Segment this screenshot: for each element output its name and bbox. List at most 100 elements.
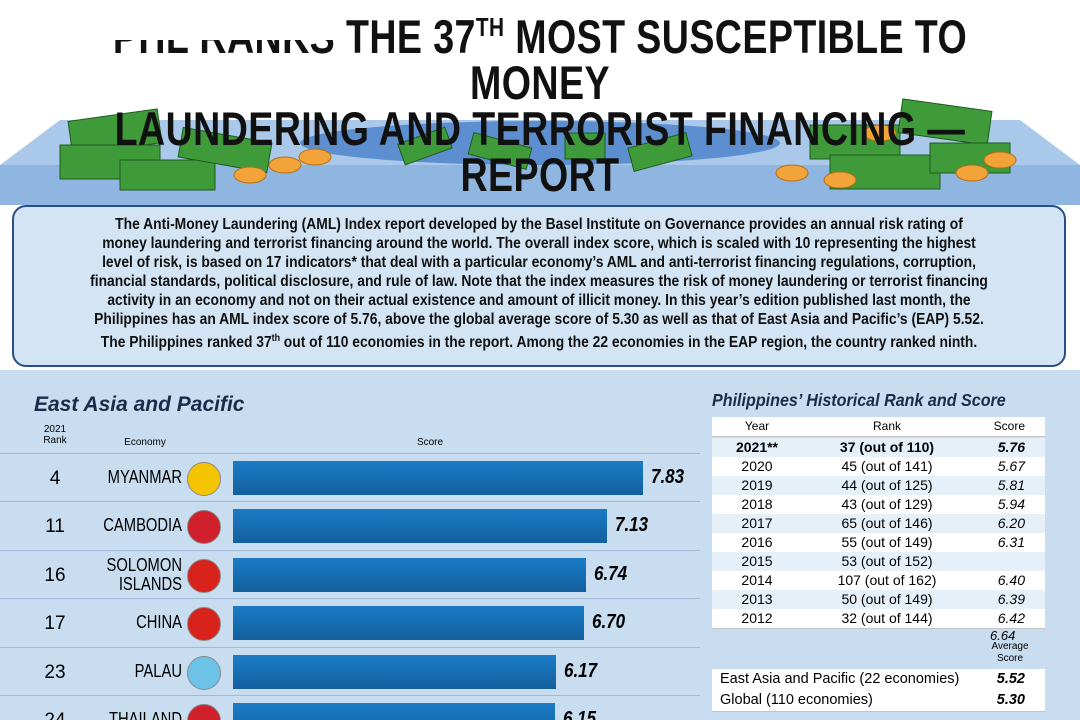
- table-cell: 2020: [741, 458, 773, 474]
- column-header: Rank: [872, 419, 901, 433]
- table-cell: 2012: [741, 610, 773, 626]
- table-cell: 43 (out of 129): [841, 496, 933, 512]
- chart-row: 4 MYANMAR 7.83: [0, 453, 700, 502]
- category-label: CAMBODIA: [103, 515, 182, 536]
- money-illustration: [0, 98, 1080, 205]
- average-score: 5.30: [996, 692, 1025, 708]
- average-label: Global (110 economies): [720, 692, 873, 708]
- value-label: 7.13: [614, 514, 648, 537]
- intro-text: The Philippines ranked 37: [100, 334, 272, 352]
- table-row: 2016 55 (out of 149) 6.31: [712, 533, 1045, 553]
- table-cell: 2017: [741, 515, 773, 531]
- bar: [233, 461, 644, 495]
- flag: [187, 655, 221, 690]
- stray-score: 6.64: [990, 628, 1016, 643]
- table-cell: 6.31: [997, 534, 1025, 550]
- category-label: SOLOMON ISLANDS: [106, 554, 182, 594]
- value-label: 6.15: [563, 708, 597, 720]
- table-row: 2014 107 (out of 162) 6.40: [712, 571, 1045, 591]
- average-header: Average Score: [991, 641, 1029, 664]
- rank-header: 2021 Rank: [43, 424, 67, 446]
- flag: [187, 607, 221, 642]
- category-header: Economy: [124, 437, 166, 448]
- average-label: East Asia and Pacific (22 economies): [720, 671, 960, 687]
- table-cell: 6.20: [997, 515, 1025, 531]
- rank: 23: [44, 661, 66, 683]
- table-cell: 2013: [741, 591, 773, 607]
- intro-text: The Anti-Money Laundering (AML) Index re…: [31, 215, 1048, 352]
- title-text: LAUNDERING AND TERRORIST FINANCING — REP…: [114, 102, 966, 201]
- intro-line: money laundering and terrorist financing…: [102, 235, 976, 252]
- table-row: 2020 45 (out of 141) 5.67: [712, 457, 1045, 477]
- bar: [233, 557, 587, 592]
- intro-box: The Anti-Money Laundering (AML) Index re…: [12, 205, 1066, 367]
- flag: [187, 704, 221, 720]
- intro-line: activity in an economy and not on their …: [107, 292, 971, 309]
- table-title: Philippines’ Historical Rank and Score: [712, 390, 1006, 410]
- category-label: THAILAND: [109, 709, 182, 720]
- table-cell: 107 (out of 162): [837, 572, 937, 588]
- value-header: Score: [416, 437, 444, 448]
- table-cell: 32 (out of 144): [841, 610, 933, 626]
- rank: 17: [44, 613, 66, 635]
- table-cell: 2021**: [735, 439, 779, 455]
- intro-line: level of risk, is based on 17 indicators…: [102, 254, 976, 271]
- table-cell: 2019: [741, 477, 773, 493]
- table-cell: 5.76: [997, 439, 1025, 455]
- table-cell: 2015: [741, 553, 773, 569]
- table-footer: [0, 0, 333, 40]
- table-row: 2017 65 (out of 146) 6.20: [712, 514, 1045, 534]
- table-cell: 2018: [741, 496, 773, 512]
- table-row: 2013 50 (out of 149) 6.39: [712, 590, 1045, 610]
- column-header: Year: [744, 419, 770, 433]
- flag: [187, 462, 221, 496]
- intro-line: The Anti-Money Laundering (AML) Index re…: [115, 216, 963, 233]
- rank: 16: [44, 564, 66, 586]
- table-cell: 55 (out of 149): [841, 534, 933, 550]
- bar: [233, 606, 585, 641]
- table-cell: 6.40: [997, 572, 1025, 588]
- chart-row: 17 CHINA 6.70: [0, 598, 700, 647]
- table-cell: 44 (out of 125): [841, 477, 933, 493]
- title-text: MOST SUSCEPTIBLE TO MONEY: [470, 10, 968, 109]
- category-label: CHINA: [136, 612, 182, 633]
- intro-text: out of 110 economies in the report. Amon…: [283, 334, 978, 352]
- value-label: 6.17: [564, 659, 598, 682]
- intro-superscript: th: [271, 333, 281, 344]
- table-cell: 5.81: [997, 477, 1025, 493]
- chart-title: East Asia and Pacific: [34, 393, 245, 416]
- table-cell: 2014: [741, 572, 773, 588]
- chart-row: 24 THAILAND 6.15: [0, 695, 700, 720]
- rank: 24: [30, 710, 80, 720]
- table-cell: 6.39: [997, 591, 1025, 607]
- intro-line: financial standards, political disclosur…: [90, 273, 988, 290]
- bar: [233, 703, 556, 720]
- title-superscript: TH: [475, 12, 505, 42]
- average-score: 5.52: [996, 671, 1025, 687]
- table-cell: 50 (out of 149): [841, 591, 933, 607]
- chart-row: 23 PALAU 6.17: [0, 646, 700, 696]
- flag: [187, 510, 221, 545]
- bar: [233, 509, 607, 544]
- table-cell: 2016: [741, 534, 773, 550]
- table-cell: 5.94: [997, 496, 1025, 512]
- table-cell: 45 (out of 141): [841, 458, 933, 474]
- table-row: 2019 44 (out of 125) 5.81: [712, 476, 1045, 496]
- bar: [233, 654, 557, 689]
- chart-row: 16 SOLOMON ISLANDS 6.74: [0, 549, 700, 599]
- table-cell: 6.42: [997, 610, 1025, 626]
- table-cell: 37 (out of 110): [839, 439, 935, 455]
- table-row: 2015 53 (out of 152): [712, 552, 1045, 572]
- category-label: MYANMAR: [107, 467, 182, 487]
- intro-line: Philippines has an AML index score of 5.…: [94, 311, 984, 328]
- flag: [187, 558, 221, 593]
- average-row: East Asia and Pacific (22 economies) 5.52: [712, 669, 1045, 691]
- table-cell: 65 (out of 146): [841, 515, 933, 531]
- title: PHL RANKS THE 37TH MOST SUSCEPTIBLE TO M…: [108, 12, 972, 201]
- table-row: 2021** 37 (out of 110) 5.76: [712, 438, 1045, 458]
- intro-line: The Philippines ranked 37th out of 110 ec…: [31, 329, 1048, 352]
- value-label: 6.74: [594, 562, 628, 585]
- value-label: 7.83: [651, 466, 685, 488]
- column-header: Score: [993, 419, 1025, 433]
